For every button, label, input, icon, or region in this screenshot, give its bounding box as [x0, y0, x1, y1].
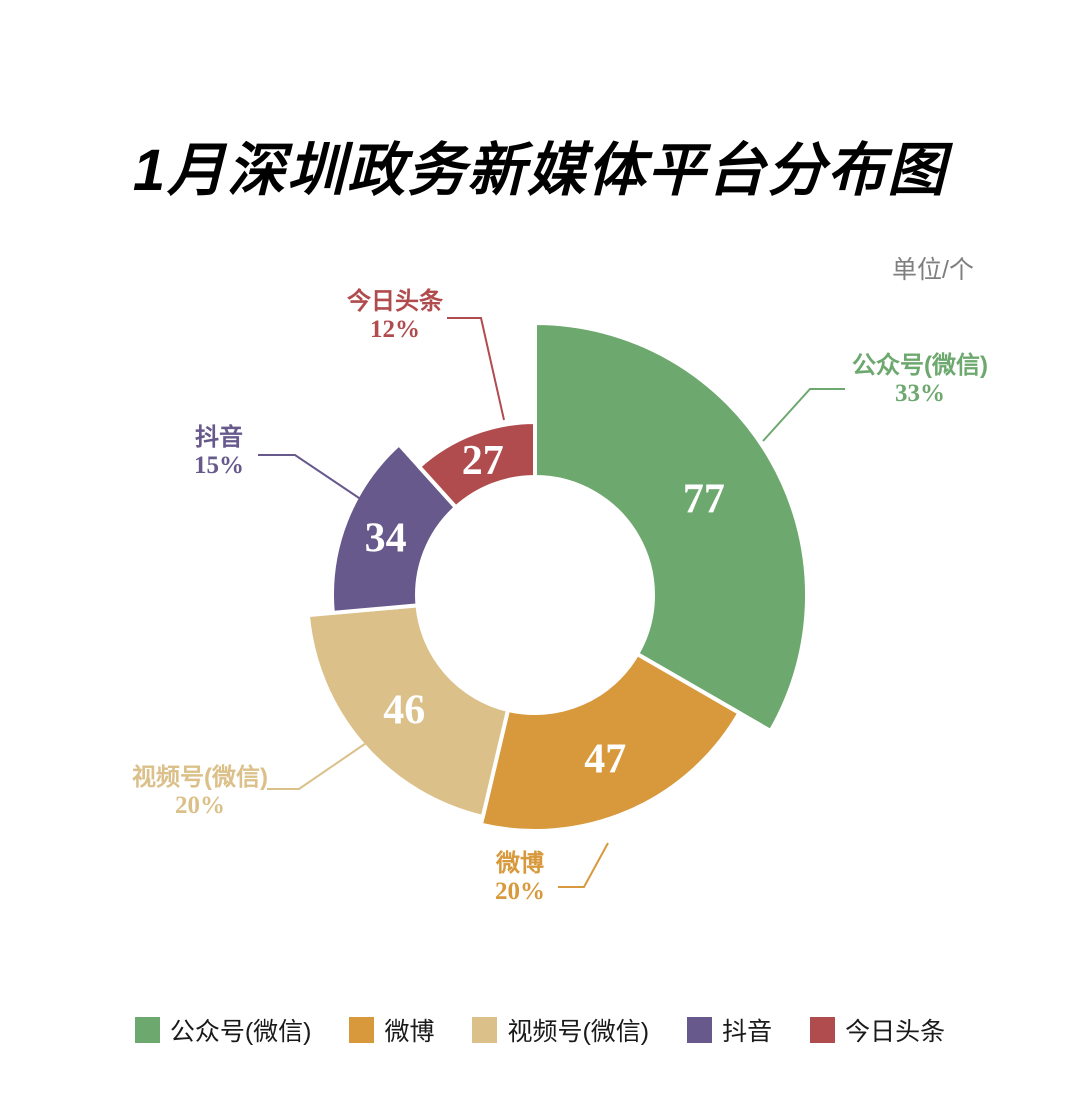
legend: 公众号(微信) 微博 视频号(微信) 抖音 今日头条	[0, 1012, 1080, 1048]
pie-slice-1[interactable]	[478, 652, 742, 833]
legend-label: 微博	[384, 1018, 435, 1046]
slice-value-4: 27	[462, 438, 504, 484]
legend-item-weibo[interactable]: 微博	[349, 1012, 434, 1048]
legend-label: 视频号(微信)	[507, 1018, 650, 1046]
slice-value-0: 77	[683, 477, 725, 523]
label-line-gongzhonghao	[762, 388, 845, 442]
legend-swatch-gongzhonghao	[134, 1017, 160, 1043]
label-line-shipinhao	[267, 738, 373, 790]
legend-swatch-jinritoutiao	[810, 1017, 836, 1043]
legend-item-douyin[interactable]: 抖音	[687, 1012, 772, 1048]
pie-slice-3[interactable]	[330, 442, 458, 615]
pie-slice-2[interactable]	[305, 603, 510, 819]
label-line-jinritoutiao	[447, 317, 505, 421]
legend-swatch-douyin	[687, 1017, 713, 1043]
legend-item-shipinhao[interactable]: 视频号(微信)	[472, 1012, 649, 1048]
legend-swatch-shipinhao	[472, 1017, 498, 1043]
legend-label: 今日头条	[845, 1018, 946, 1046]
legend-label: 公众号(微信)	[169, 1018, 312, 1046]
slice-value-1: 47	[584, 737, 626, 783]
legend-swatch-weibo	[349, 1017, 375, 1043]
label-line-douyin	[258, 454, 363, 501]
chart-title: 1月深圳政务新媒体平台分布图	[132, 138, 948, 203]
slice-value-2: 46	[383, 687, 425, 733]
legend-item-jinritoutiao[interactable]: 今日头条	[810, 1012, 945, 1048]
pie-slice-0[interactable]	[533, 321, 809, 733]
legend-item-gongzhonghao[interactable]: 公众号(微信)	[134, 1012, 312, 1048]
legend-label: 抖音	[722, 1018, 773, 1046]
unit-label: 单位/个	[892, 256, 974, 284]
label-line-weibo	[558, 842, 609, 888]
slice-value-3: 34	[365, 515, 407, 561]
pie-slice-4[interactable]	[417, 420, 537, 510]
